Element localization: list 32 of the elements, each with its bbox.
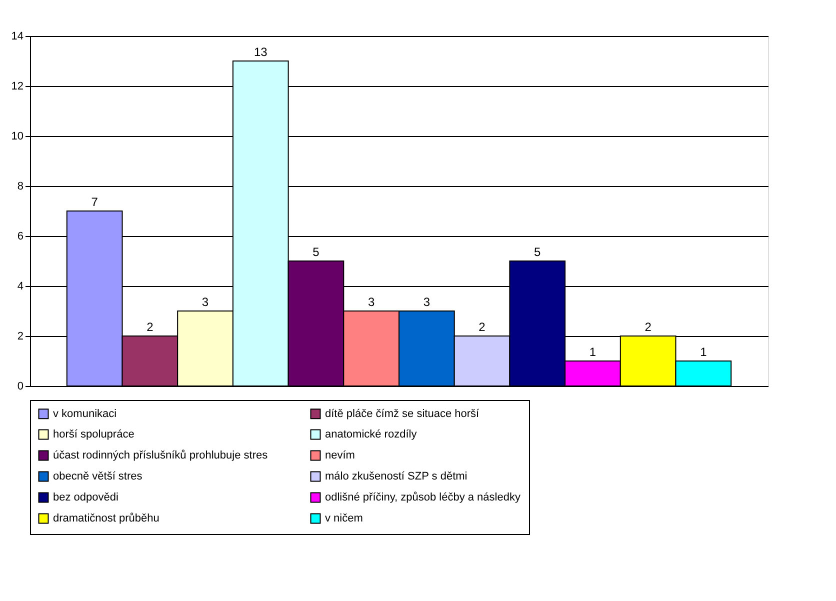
data-label: 5 [534,245,542,259]
legend-label: v komunikaci [53,408,117,420]
y-tick-label: 10 [11,130,24,142]
y-tick-label: 8 [17,180,24,192]
data-label: 7 [91,195,98,209]
legend-label: obecně větší stres [53,470,143,482]
legend-label: málo zkušeností SZP s dětmi [325,470,468,482]
y-tick-label: 14 [11,30,24,42]
legend-label: účast rodinných příslušníků prohlubuje stres [53,450,268,462]
legend-label: nevím [325,450,355,462]
legend-label: dramatičnost průběhu [53,512,160,524]
y-tick-label: 12 [11,80,24,92]
data-label: 1 [589,345,596,359]
data-label: 3 [368,295,375,309]
y-tick-label: 6 [17,230,24,242]
data-label: 13 [254,45,268,59]
data-label: 3 [202,295,209,309]
data-label: 2 [478,320,486,334]
data-label: 5 [312,245,320,259]
y-tick-label: 0 [17,380,24,392]
legend-label: v ničem [325,512,363,524]
data-label: 3 [423,295,430,309]
legend-label: anatomické rozdíly [325,428,418,440]
legend-label: horší spolupráce [53,428,134,440]
legend-label: bez odpovědi [53,492,118,504]
data-label: 1 [700,345,708,359]
data-label: 2 [644,320,652,334]
legend-label: odlišné příčiny, způsob léčby a následky [325,492,521,504]
data-label: 2 [146,320,154,334]
y-tick-label: 2 [17,330,24,342]
legend-label: dítě pláče čímž se situace horší [325,408,480,420]
y-tick-label: 4 [17,280,24,292]
